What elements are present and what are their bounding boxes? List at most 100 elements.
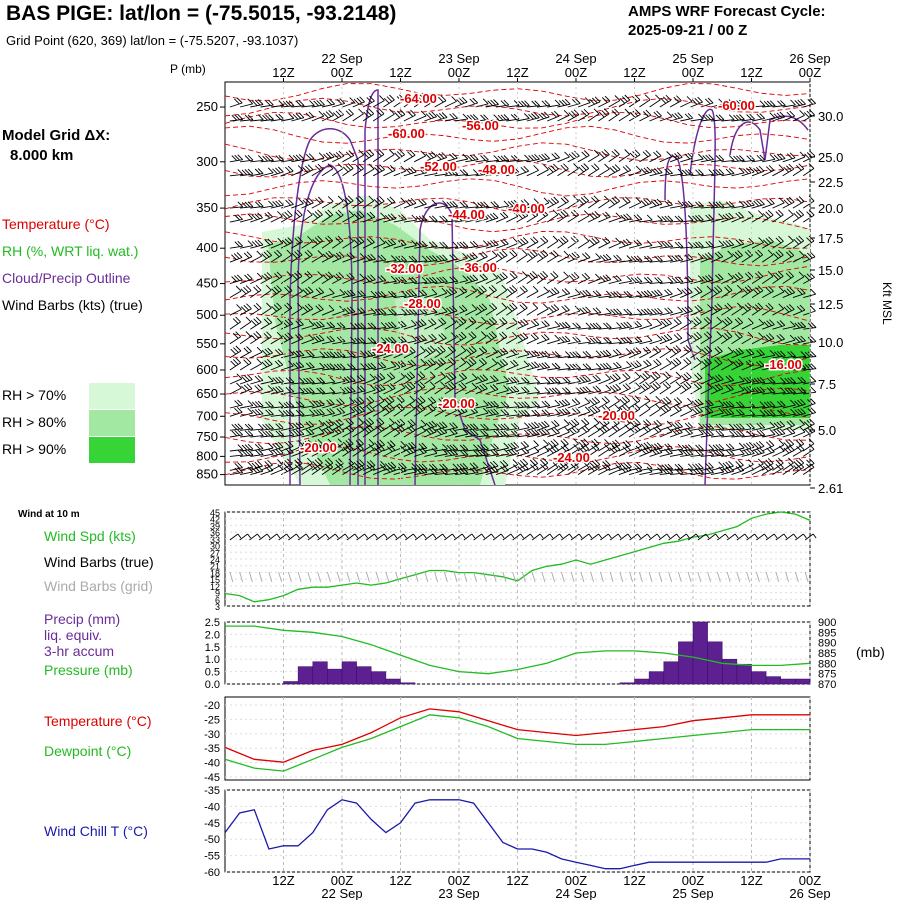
wind-barb-flag xyxy=(447,346,454,353)
wind-barb-flag xyxy=(295,154,302,161)
wind-barb-flag xyxy=(491,358,498,364)
wind-barb-flag xyxy=(405,200,411,206)
wind10-barb-true-flag xyxy=(237,533,242,539)
wind-barb-flag xyxy=(460,357,467,363)
wind-barb-flag xyxy=(533,361,540,368)
wind-barb-flag xyxy=(428,255,435,262)
wind-barb-flag xyxy=(666,426,673,433)
wind-barb-flag xyxy=(254,385,261,391)
wind-barb-flag xyxy=(776,400,783,407)
wind-barb-flag xyxy=(266,250,273,256)
wind-barb-staff xyxy=(710,428,725,431)
pressure-tick-label: 880 xyxy=(818,658,836,670)
wind-barb-flag xyxy=(291,274,298,280)
wind-barb-flag xyxy=(328,419,335,425)
wind-barb-flag xyxy=(543,111,550,118)
wind-barb-staff xyxy=(291,433,305,438)
wind-barb-flag xyxy=(753,387,760,394)
wind-barb-flag xyxy=(594,459,601,465)
wind-barb-staff xyxy=(311,292,324,299)
wind-barb-flag xyxy=(380,275,387,281)
wind-barb-staff xyxy=(465,173,479,177)
wind-barb-flag xyxy=(257,443,264,450)
wind-barb-flag xyxy=(642,426,649,433)
wind-barb-flag xyxy=(458,287,465,294)
wind-barb-flag xyxy=(297,165,304,171)
wind10-barb-true xyxy=(366,533,375,541)
wind-barb-staff xyxy=(721,336,733,345)
wind-barb-flag xyxy=(364,255,371,261)
wind-barb-staff xyxy=(260,307,272,316)
wind-barb-flag xyxy=(257,449,264,455)
wind-barb-flag xyxy=(797,99,804,106)
wind-barb-flag xyxy=(512,359,519,366)
wind-barb-staff xyxy=(352,367,366,371)
wind-barb-flag xyxy=(532,249,538,256)
wind-barb-flag xyxy=(499,273,506,280)
wind-barb-flag xyxy=(609,167,616,173)
wind-barb-flag xyxy=(789,419,796,426)
wind-barb-staff xyxy=(700,308,713,316)
wind-barb-staff xyxy=(639,324,652,330)
wind-barb-staff xyxy=(618,422,631,431)
wind-barb-flag xyxy=(765,237,772,244)
wind-barb-flag xyxy=(428,468,435,474)
wind-barb-staff xyxy=(485,454,499,457)
wind-barb-flag xyxy=(409,381,416,388)
wind-barb-staff xyxy=(414,323,427,330)
wind-barb-flag xyxy=(360,322,367,329)
wind-barb-flag xyxy=(469,430,476,436)
wind-barb-flag xyxy=(450,381,457,388)
wind-barb-flag xyxy=(806,252,813,259)
wind-barb-staff xyxy=(567,466,579,475)
wind-barb-flag xyxy=(441,306,448,313)
wind-barb-flag xyxy=(534,350,540,356)
wind10-barb-true-flag xyxy=(744,533,749,539)
wind-barb-staff xyxy=(311,255,324,263)
wind-barb-flag xyxy=(256,272,263,279)
wind-barb-flag xyxy=(435,429,442,435)
wind10-barb-true xyxy=(229,533,239,541)
wind-barb-staff xyxy=(577,102,591,108)
wind-barb-flag xyxy=(654,290,660,296)
wind-barb-flag xyxy=(584,272,591,279)
wind-barb-flag xyxy=(419,403,426,410)
wind-barb-staff xyxy=(403,340,417,345)
wind-barb-flag xyxy=(458,383,465,390)
wind-barb-flag xyxy=(799,109,805,116)
wind-barb-flag xyxy=(635,347,642,353)
wind-barb-flag xyxy=(728,400,735,407)
wind-barb-flag xyxy=(421,198,427,205)
wind-barb-flag xyxy=(271,288,277,295)
wind-barb-flag xyxy=(698,169,704,175)
wind-barb-staff xyxy=(741,406,755,409)
wind-barb-flag xyxy=(809,150,816,157)
wind-barb-staff xyxy=(352,379,366,385)
wind-barb-flag xyxy=(538,154,545,161)
wind-barb-flag xyxy=(332,112,339,118)
wind-barb-flag xyxy=(561,399,568,406)
wind-barb-staff xyxy=(342,411,355,417)
temperature-contour xyxy=(224,178,811,197)
wind-barb-flag xyxy=(459,97,465,104)
wind-barb-flag xyxy=(622,166,629,172)
wind-barb-staff xyxy=(710,466,724,471)
wind-barb-flag xyxy=(732,349,739,356)
wind-barb-flag xyxy=(268,448,274,455)
wind-barb-staff xyxy=(731,243,744,249)
wind-barb-flag xyxy=(400,440,407,447)
wind-barb-flag xyxy=(488,286,495,293)
wind-barb-flag xyxy=(266,317,273,323)
wind-barb-flag xyxy=(612,374,619,380)
wind-barb-flag xyxy=(728,239,735,246)
wind-barb-flag xyxy=(329,363,336,369)
wind10-barb-true-flag xyxy=(803,533,807,539)
wind-barb-flag xyxy=(613,275,619,282)
wind-barb-flag xyxy=(778,303,785,310)
wind-barb-flag xyxy=(317,444,324,451)
wind-barb-flag xyxy=(726,284,733,291)
wind-barb-flag xyxy=(391,308,397,315)
wind-barb-flag xyxy=(236,252,243,258)
wind-barb-flag xyxy=(276,302,282,309)
wind-barb-flag xyxy=(326,336,333,342)
